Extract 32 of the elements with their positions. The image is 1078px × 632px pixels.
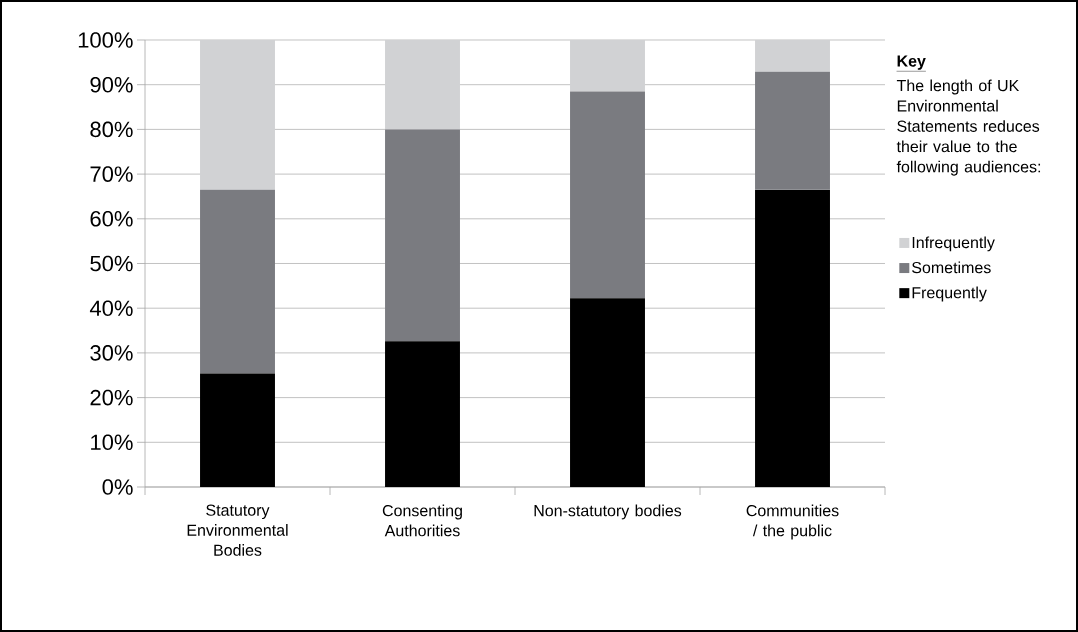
- y-tick-label: 50%: [90, 255, 133, 272]
- bar: [200, 40, 275, 190]
- bar: [755, 71, 830, 190]
- bar: [385, 341, 460, 487]
- bar: [570, 40, 645, 92]
- y-tick-label: 30%: [90, 345, 133, 361]
- y-tick-label: 0%: [102, 479, 133, 495]
- bar: [200, 373, 275, 487]
- y-tick-label: 100%: [78, 32, 133, 48]
- y-tick-label: 90%: [90, 76, 133, 93]
- y-tick-label: 40%: [89, 300, 133, 316]
- y-tick-label: 60%: [90, 211, 133, 227]
- bar: [755, 40, 830, 72]
- legend-label: Infrequently: [912, 236, 995, 252]
- y-tick-label: 20%: [90, 389, 133, 406]
- x-tick-label: Statutory Environmental Bodies: [187, 504, 288, 556]
- bar: [755, 189, 830, 487]
- x-tick-label: Non-statutory bodies: [534, 504, 682, 520]
- y-tick-label: 80%: [90, 121, 133, 138]
- bar: [570, 298, 645, 487]
- bar: [570, 91, 645, 299]
- legend-label: Frequently: [912, 286, 987, 302]
- text: The length of UK Environmental Statements reduces their value to the following audiences:: [896, 79, 1041, 176]
- legend-title: Key: [897, 55, 926, 70]
- y-tick-label: 70%: [90, 166, 133, 182]
- bar: [385, 129, 460, 342]
- bar: [200, 189, 275, 374]
- x-tick-label: Communities / the public: [746, 504, 839, 540]
- bar: [385, 40, 460, 130]
- y-tick-label: 10%: [91, 434, 133, 451]
- x-tick-label: Consenting Authorities: [382, 504, 462, 537]
- legend-label: Sometimes: [912, 261, 991, 274]
